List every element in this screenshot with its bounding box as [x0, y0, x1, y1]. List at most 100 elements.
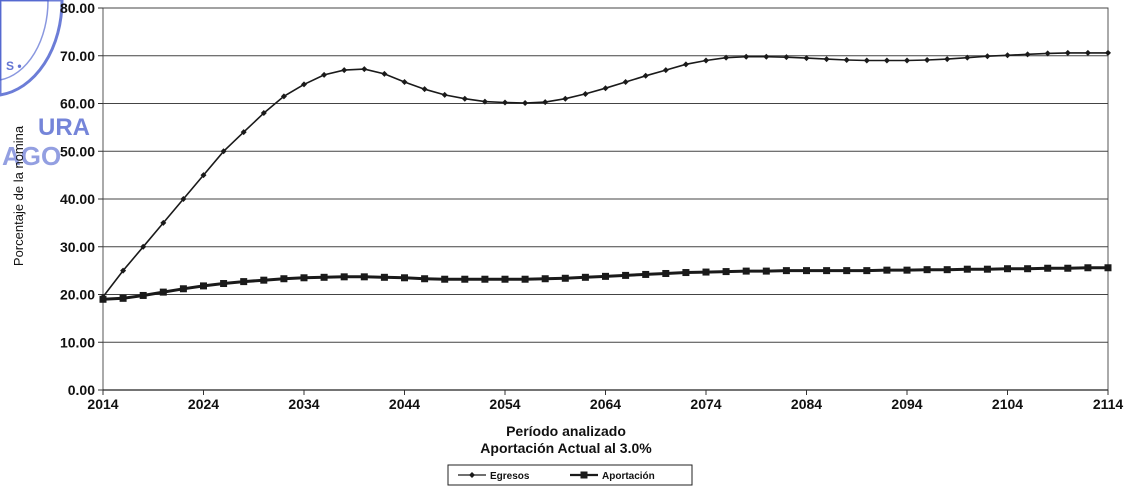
data-point-egresos	[703, 57, 709, 64]
data-point-egresos	[522, 100, 529, 107]
data-point-egresos	[783, 54, 790, 61]
data-point-aportacion	[823, 267, 831, 275]
data-point-aportacion	[401, 274, 408, 282]
x-axis-title: Período analizado	[506, 423, 626, 439]
seal-stamp: S • URA AGO	[0, 0, 90, 171]
data-point-aportacion	[481, 275, 489, 283]
data-point-egresos	[662, 67, 669, 74]
data-point-aportacion	[380, 273, 388, 281]
data-point-egresos	[381, 70, 388, 77]
data-point-aportacion	[762, 267, 770, 275]
legend-label: Aportación	[602, 471, 655, 482]
y-tick-label: 10.00	[60, 334, 95, 350]
y-tick-label: 50.00	[60, 143, 95, 159]
y-tick-label: 70.00	[60, 48, 95, 64]
data-point-aportacion	[99, 295, 107, 303]
seal-text-mid: URA	[38, 114, 90, 141]
x-tick-label: 2034	[288, 396, 319, 412]
data-point-egresos	[602, 85, 609, 92]
data-point-egresos	[341, 67, 348, 74]
data-point-egresos	[401, 79, 408, 86]
data-point-egresos	[280, 93, 287, 100]
data-point-egresos	[461, 95, 468, 102]
data-point-aportacion	[803, 267, 810, 275]
data-point-aportacion	[220, 280, 228, 288]
legend-marker-aportacion	[580, 471, 588, 479]
data-point-egresos	[240, 129, 247, 136]
data-point-aportacion	[561, 274, 569, 282]
data-point-egresos	[481, 98, 488, 105]
data-point-egresos	[964, 54, 971, 61]
data-point-aportacion	[581, 273, 589, 281]
data-point-aportacion	[300, 274, 308, 282]
data-point-egresos	[642, 72, 649, 79]
data-point-egresos	[361, 66, 368, 73]
y-tick-label: 60.00	[60, 96, 95, 112]
data-point-aportacion	[622, 271, 630, 279]
data-point-aportacion	[642, 270, 650, 278]
data-point-egresos	[1024, 51, 1031, 58]
data-point-aportacion	[421, 275, 429, 283]
data-point-aportacion	[602, 272, 609, 280]
data-point-aportacion	[179, 285, 187, 293]
data-point-egresos	[883, 57, 890, 64]
data-point-egresos	[160, 219, 167, 226]
data-point-egresos	[904, 57, 910, 64]
data-point-egresos	[200, 172, 207, 179]
data-point-aportacion	[923, 266, 931, 274]
data-point-egresos	[180, 196, 187, 202]
data-point-aportacion	[742, 267, 750, 275]
data-point-aportacion	[501, 275, 509, 283]
data-point-egresos	[441, 91, 448, 98]
data-point-aportacion	[240, 278, 248, 286]
gridlines	[103, 7, 1108, 343]
data-point-aportacion	[903, 266, 911, 274]
x-tick-label: 2014	[87, 396, 118, 412]
data-point-egresos	[421, 86, 428, 93]
series-layer	[99, 49, 1112, 303]
data-point-aportacion	[320, 273, 328, 281]
legend-label: Egresos	[490, 471, 530, 482]
x-tick-label: 2064	[590, 396, 621, 412]
data-point-egresos	[823, 56, 830, 63]
y-tick-label: 40.00	[60, 191, 95, 207]
data-point-aportacion	[1084, 264, 1092, 272]
data-point-aportacion	[280, 275, 288, 283]
x-axis: 2014 2024 2034 2044 2054 2064 2074 2084 2094 2104…	[87, 389, 1124, 412]
data-point-egresos	[682, 61, 689, 68]
data-point-aportacion	[200, 282, 207, 290]
x-tick-label: 2054	[489, 396, 520, 412]
data-point-egresos	[743, 53, 750, 60]
data-point-egresos	[140, 243, 147, 250]
data-point-egresos	[984, 53, 991, 60]
data-point-egresos	[622, 79, 629, 86]
legend: Egresos Aportación	[447, 464, 693, 486]
data-point-egresos	[1064, 49, 1071, 56]
data-point-aportacion	[521, 275, 529, 283]
y-tick-label: 20.00	[60, 287, 95, 303]
data-point-aportacion	[119, 294, 127, 302]
data-point-aportacion	[843, 267, 851, 275]
data-point-egresos	[1004, 52, 1011, 59]
data-point-egresos	[863, 57, 870, 64]
y-tick-label: 80.00	[60, 0, 95, 16]
x-tick-label: 2114	[1093, 396, 1124, 412]
x-tick-label: 2044	[389, 396, 420, 412]
data-point-aportacion	[702, 268, 710, 276]
data-point-aportacion	[863, 267, 871, 275]
y-axis-title: Porcentaje de la nomina	[11, 125, 26, 266]
data-point-aportacion	[260, 276, 268, 284]
data-point-egresos	[843, 57, 850, 64]
data-point-aportacion	[139, 291, 147, 299]
x-tick-label: 2104	[992, 396, 1023, 412]
seal-text-top: S •	[6, 59, 22, 73]
data-point-egresos	[1044, 50, 1051, 57]
data-point-aportacion	[883, 266, 891, 274]
y-axis: 0.00 10.00 20.00 30.00 40.00 50.00 60.00 70.00 8…	[60, 0, 103, 398]
data-point-aportacion	[1064, 264, 1072, 272]
data-point-aportacion	[461, 275, 469, 283]
legend-marker-egresos	[469, 472, 475, 478]
data-point-aportacion	[682, 269, 690, 277]
x-tick-label: 2074	[690, 396, 721, 412]
